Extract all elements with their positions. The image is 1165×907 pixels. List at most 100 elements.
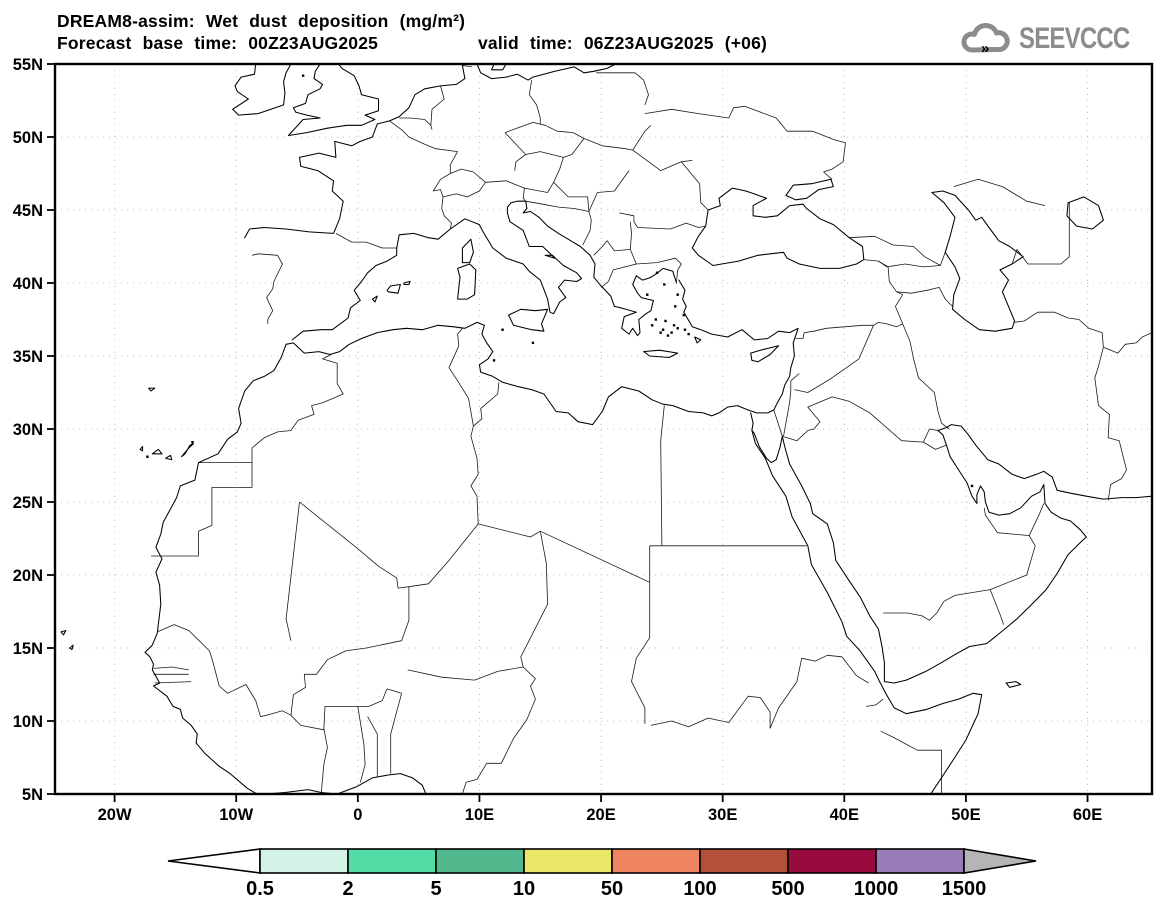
lat-tick-label: 30N (13, 421, 43, 439)
colorbar-tick-label: 50 (601, 878, 623, 900)
small-island-dot (676, 327, 679, 330)
country-border (520, 531, 548, 668)
country-border (251, 253, 283, 324)
small-island-dot (301, 74, 305, 77)
coastline (751, 429, 983, 794)
country-border (629, 221, 632, 250)
island-outline (139, 445, 144, 452)
country-border (407, 666, 524, 681)
country-border (299, 501, 479, 589)
country-border (1103, 332, 1152, 354)
small-island-dot (646, 293, 649, 296)
country-border (528, 80, 541, 124)
small-island-dot (682, 313, 685, 317)
country-border (525, 200, 543, 205)
colorbar-segment-5 (435, 848, 525, 874)
forecast-base-time: Forecast base time: 00Z23AUG2025 (57, 33, 379, 53)
colorbar-tick-label: 1000 (854, 878, 899, 900)
country-border (790, 373, 800, 382)
cloud-chevrons: » (981, 40, 989, 57)
country-border (462, 65, 473, 68)
country-border (773, 409, 783, 437)
island-outline (643, 349, 679, 359)
lon-tick-label: 60E (1073, 806, 1102, 824)
lat-tick-label: 50N (13, 129, 43, 147)
island-outline (151, 448, 163, 455)
small-island-dot (687, 332, 690, 336)
cloud-icon: » (961, 22, 1010, 57)
small-island-dot (672, 324, 676, 327)
country-border (1011, 202, 1070, 265)
lat-tick-label: 25N (13, 494, 43, 512)
coastline (691, 187, 865, 269)
country-border (832, 396, 939, 443)
island-outline (403, 280, 411, 286)
country-border (923, 441, 947, 450)
country-border (632, 149, 693, 171)
coastline (476, 64, 617, 81)
colorbar-tick-label: 0.5 (246, 878, 274, 900)
lat-tick-label: 5N (22, 786, 43, 804)
colorbar-tick-label: 100 (683, 878, 716, 900)
country-border (588, 170, 630, 212)
country-border (251, 354, 344, 463)
small-island-dot (655, 271, 659, 274)
country-border (680, 161, 709, 211)
country-border (619, 212, 706, 230)
colorbar-segment-100 (699, 848, 789, 874)
country-border (769, 658, 803, 729)
colorbar-tick-label: 2 (342, 878, 353, 900)
map-frame (53, 62, 1154, 796)
island-outline (148, 387, 156, 392)
lat-tick-label: 40N (13, 275, 43, 293)
coastline (291, 247, 398, 341)
lon-tick-label: 20E (586, 806, 615, 824)
lat-tick-label: 15N (13, 640, 43, 658)
country-border (829, 325, 874, 380)
colorbar-segment-50 (611, 848, 701, 874)
island-outline (491, 64, 507, 71)
lon-tick-label: 50E (951, 806, 980, 824)
seevccc-logo: » SEEVCCC (960, 20, 1157, 58)
small-island-dot (191, 440, 194, 444)
country-border (660, 405, 665, 546)
country-border (399, 117, 433, 130)
country-border (441, 196, 452, 230)
country-border (448, 328, 474, 427)
colorbar-tick-label: 5 (430, 878, 441, 900)
small-island-dot (650, 324, 654, 327)
coastline (144, 343, 287, 794)
country-border (432, 168, 486, 198)
colorbar-over-arrow (963, 848, 1037, 874)
coastline (750, 412, 1152, 684)
country-border (335, 233, 397, 249)
country-border (151, 462, 253, 557)
lon-tick-label: 10W (219, 806, 253, 824)
logo-text: SEEVCCC (1018, 22, 1130, 55)
colorbar-segment-0.5 (259, 848, 349, 874)
country-border (795, 322, 903, 339)
colorbar-segment-2 (347, 848, 437, 874)
country-border (478, 523, 650, 583)
country-border (863, 259, 890, 282)
coastline (785, 178, 834, 201)
island-outline (694, 336, 702, 344)
country-border (650, 695, 771, 729)
colorbar-tick-label: 1500 (942, 878, 987, 900)
island-outline (508, 308, 549, 332)
lon-tick-label: 40E (830, 806, 859, 824)
island-outline (461, 238, 474, 264)
small-island-dot (676, 293, 679, 296)
country-border (462, 666, 536, 794)
country-border (386, 688, 402, 694)
country-border (600, 263, 637, 288)
country-border (783, 380, 792, 437)
island-outline (60, 629, 67, 636)
country-border (634, 72, 649, 106)
country-border (1094, 347, 1127, 501)
small-island-dot (666, 334, 670, 337)
small-island-dot (661, 328, 665, 331)
country-border (801, 654, 869, 684)
coastline (232, 64, 292, 116)
